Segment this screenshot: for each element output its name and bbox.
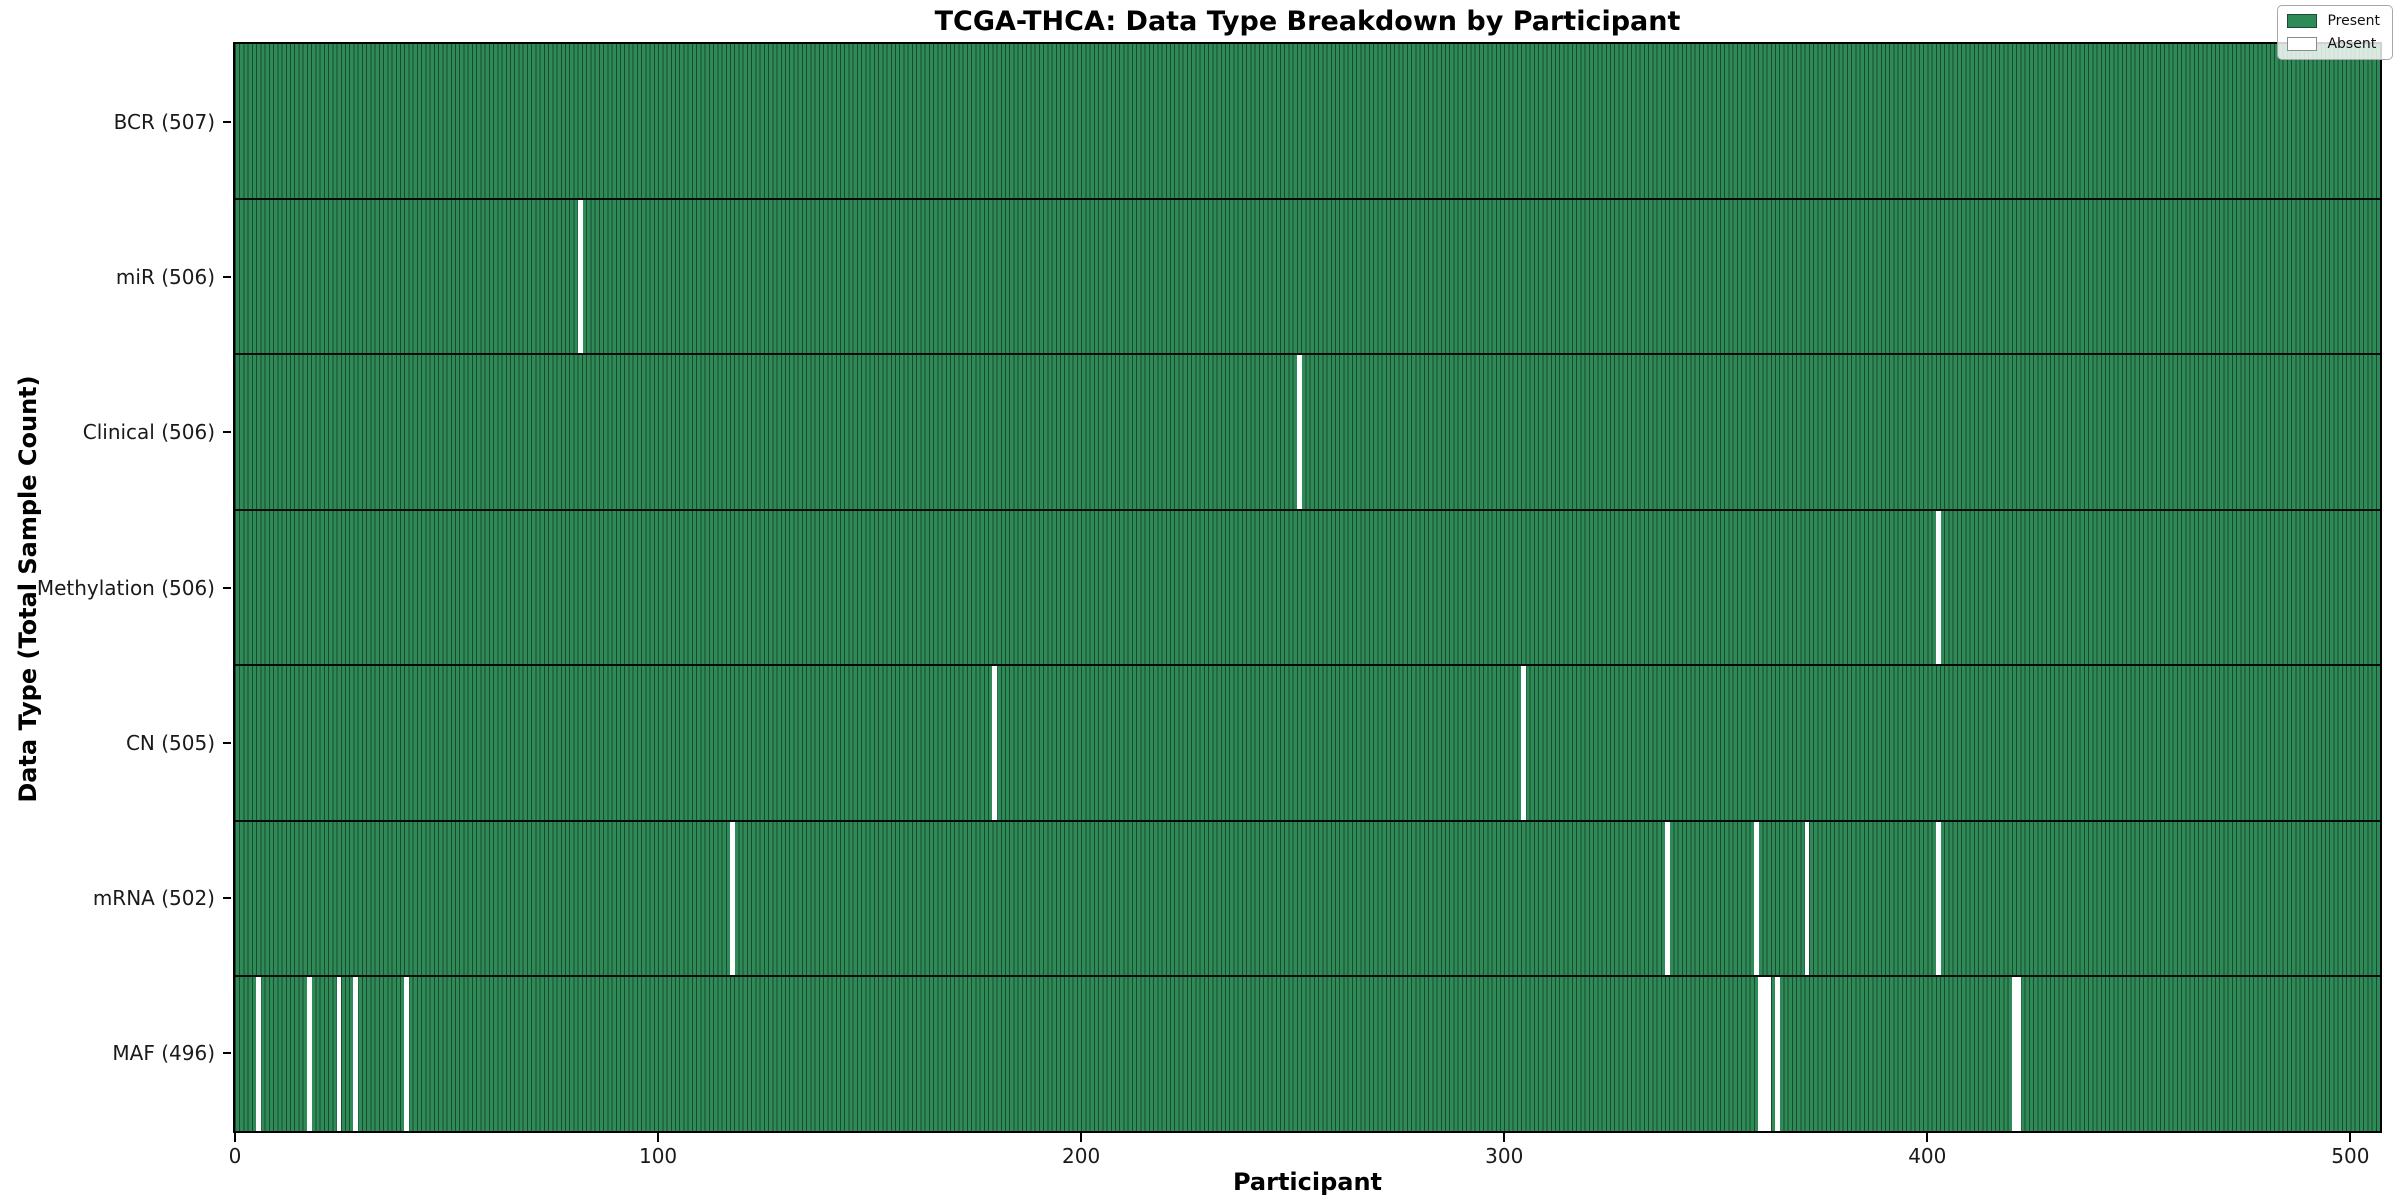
- legend-item-absent: Absent: [2287, 36, 2380, 52]
- heatmap-row-bcr: [235, 44, 2380, 200]
- absent-gap-maf-362: [1766, 977, 1772, 1132]
- legend: Present Absent: [2277, 5, 2393, 60]
- x-tick-mark: [234, 1133, 236, 1142]
- y-tick-label-bcr: BCR (507): [113, 109, 215, 134]
- absent-gap-maf-17: [306, 977, 312, 1132]
- absent-gap-mrna-117: [730, 821, 735, 976]
- absent-gap-maf-421: [2016, 977, 2021, 1132]
- absent-gap-mir-81: [577, 199, 583, 354]
- legend-label: Absent: [2327, 36, 2377, 52]
- y-tick-mark: [223, 586, 231, 589]
- absent-gap-maf-24: [336, 977, 342, 1132]
- absent-gap-mrna-371: [1804, 821, 1810, 976]
- y-tick-label-mir: miR (506): [115, 264, 215, 289]
- y-tick-label-mrna: mRNA (502): [92, 886, 215, 911]
- absent-gap-maf-361: [1762, 977, 1768, 1132]
- heatmap-row-maf: [235, 977, 2380, 1132]
- y-tick-mark: [223, 431, 231, 434]
- heatmap-row-mrna: [235, 821, 2380, 978]
- absent-gap-maf-40: [404, 977, 410, 1132]
- x-tick-mark: [1503, 1133, 1506, 1142]
- x-tick-mark: [1080, 1133, 1083, 1142]
- y-tick-label-clinical: Clinical (506): [82, 420, 215, 445]
- x-tick-label-100: 100: [638, 1144, 678, 1168]
- y-tick-mark: [223, 275, 231, 278]
- absent-gap-maf-28: [353, 977, 359, 1132]
- absent-gap-cn-304: [1521, 666, 1526, 820]
- absent-gap-cn-179: [992, 666, 998, 820]
- absent-gap-methylation-402: [1935, 510, 1941, 665]
- y-tick-mark: [223, 897, 231, 900]
- legend-swatch-icon: [2287, 37, 2318, 51]
- y-tick-mark: [223, 741, 231, 744]
- heatmap-row-methylation: [235, 510, 2380, 667]
- plot-area: [233, 42, 2382, 1133]
- absent-gap-maf-420: [2011, 977, 2017, 1132]
- absent-gap-mrna-338: [1665, 821, 1670, 976]
- absent-gap-maf-360: [1758, 977, 1763, 1132]
- x-tick-label-500: 500: [2331, 1144, 2370, 1168]
- legend-label: Present: [2327, 13, 2380, 29]
- y-tick-mark: [223, 1052, 231, 1055]
- absent-gap-maf-5: [256, 977, 261, 1132]
- x-tick-label-400: 400: [1908, 1144, 1947, 1168]
- y-tick-label-cn: CN (505): [125, 730, 215, 755]
- x-tick-label-300: 300: [1485, 1144, 1524, 1168]
- absent-gap-clinical-251: [1296, 355, 1302, 509]
- x-tick-mark: [2349, 1133, 2352, 1142]
- x-tick-mark: [1926, 1133, 1929, 1142]
- x-axis-label: Participant: [1232, 1168, 1383, 1196]
- legend-item-present: Present: [2287, 13, 2380, 29]
- legend-swatch-icon: [2287, 14, 2318, 28]
- x-tick-mark: [657, 1133, 660, 1142]
- absent-gap-maf-364: [1775, 977, 1780, 1132]
- x-tick-label-200: 200: [1062, 1144, 1101, 1168]
- x-tick-label-0: 0: [228, 1144, 242, 1168]
- absent-gap-mrna-359: [1753, 821, 1759, 976]
- y-tick-label-maf: MAF (496): [112, 1041, 215, 1066]
- heatmap-row-cn: [235, 666, 2380, 822]
- absent-gap-mrna-402: [1935, 821, 1941, 976]
- heatmap-row-mir: [235, 199, 2380, 356]
- chart-title: TCGA-THCA: Data Type Breakdown by Partic…: [934, 6, 1681, 37]
- y-tick-mark: [223, 120, 231, 123]
- heatmap-row-clinical: [235, 355, 2380, 511]
- y-tick-label-methylation: Methylation (506): [36, 575, 215, 600]
